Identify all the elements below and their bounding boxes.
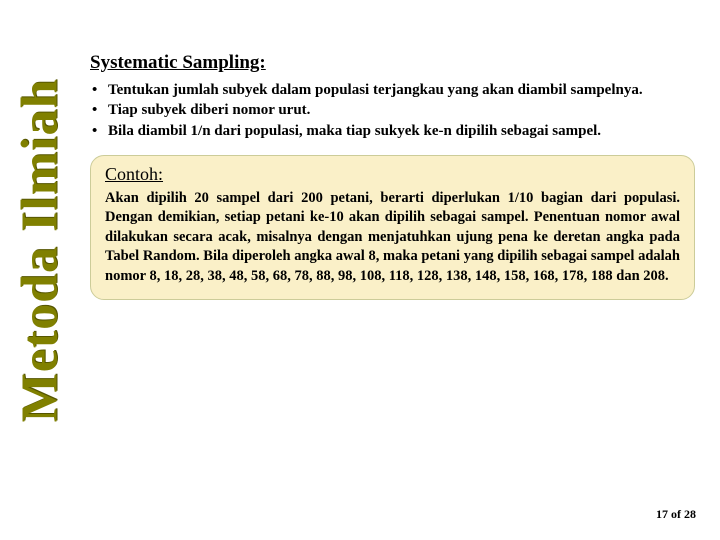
- sidebar-title-text: Metoda Ilmiah: [11, 78, 70, 422]
- list-item: Bila diambil 1/n dari populasi, maka tia…: [90, 121, 700, 141]
- sidebar-vertical-title: Metoda Ilmiah: [4, 0, 76, 500]
- section-heading: Systematic Sampling:: [90, 52, 700, 74]
- example-body: Akan dipilih 20 sampel dari 200 petani, …: [105, 189, 680, 287]
- page-number: 17 of 28: [656, 507, 696, 522]
- list-item: Tentukan jumlah subyek dalam populasi te…: [90, 80, 700, 100]
- bullet-list: Tentukan jumlah subyek dalam populasi te…: [90, 80, 700, 141]
- example-box: Contoh: Akan dipilih 20 sampel dari 200 …: [90, 155, 695, 300]
- main-content: Systematic Sampling: Tentukan jumlah sub…: [90, 52, 700, 300]
- example-title: Contoh:: [105, 164, 680, 185]
- list-item: Tiap subyek diberi nomor urut.: [90, 100, 700, 120]
